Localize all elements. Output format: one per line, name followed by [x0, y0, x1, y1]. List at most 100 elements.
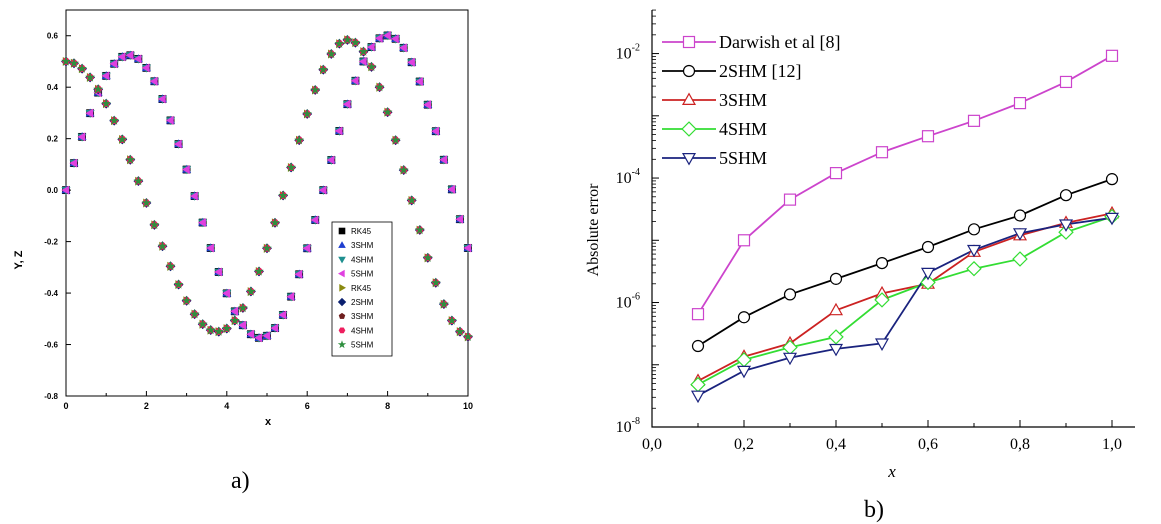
panel-a-legend-label: 5SHM	[351, 341, 374, 350]
panel-a-x-tick-label: 8	[385, 401, 390, 411]
panel-a-data-point	[61, 56, 71, 66]
panel-b-legend-label: 2SHM [12]	[719, 61, 802, 81]
panel-b-series-line	[697, 216, 1113, 397]
panel-a-data-point	[69, 158, 78, 168]
panel-a-data-point	[294, 269, 303, 279]
panel-a-y-tick-label: 0.0	[47, 186, 59, 195]
panel-a-data-point	[69, 58, 79, 68]
panel-b-data-point	[1012, 228, 1028, 241]
panel-b-series-lines	[697, 55, 1113, 397]
panel-a-y-tick-label: 0.6	[47, 32, 59, 41]
panel-a-data-point	[350, 76, 359, 86]
panel-b-data-point	[690, 376, 706, 393]
panel-a-data-point	[398, 164, 409, 175]
panel-a-legend-marker	[337, 340, 347, 349]
panel-a-y-tick-label: -0.6	[44, 341, 58, 350]
panel-a-legend-marker	[338, 312, 346, 319]
panel-a-y-tick-label: -0.2	[44, 238, 58, 247]
panel-a-data-point	[455, 326, 465, 336]
panel-b-data-point	[691, 339, 705, 353]
panel-b-data-point	[1012, 251, 1028, 267]
panel-a-data-point	[157, 94, 166, 104]
panel-b-data-point	[966, 244, 982, 258]
panel-b-series-line	[697, 55, 1113, 315]
panel-b-data-point	[829, 167, 843, 180]
panel-a-data-point	[165, 115, 174, 125]
panel-a-data-point	[181, 165, 190, 175]
panel-b-markers	[690, 49, 1120, 404]
panel-a-data-point	[109, 115, 120, 125]
panel-a-x-tick-label: 2	[144, 401, 149, 411]
panel-a-y-axis-label: Y, Z	[13, 250, 25, 269]
panel-a-data-point	[93, 84, 103, 94]
panel-b-x-tick-label: 0,0	[642, 436, 662, 453]
panel-a-data-point	[447, 184, 456, 194]
panel-b-y-axis-label: Absolute error	[585, 183, 602, 277]
panel-b-legend-marker	[681, 92, 697, 106]
panel-a-data-point	[310, 215, 319, 225]
panel-a-data-point	[463, 243, 472, 253]
panel-a-legend-marker	[337, 297, 347, 307]
panel-a-data-point	[85, 108, 94, 118]
panel-a-data-point	[205, 243, 214, 253]
panel-a-data-point	[117, 52, 126, 62]
panel-a-y-tick-label: -0.8	[44, 392, 58, 401]
panel-b-label: b)	[864, 497, 884, 523]
panel-b-data-point	[1105, 49, 1119, 62]
panel-a-legend-label: 3SHM	[351, 312, 374, 321]
panel-a-data-point	[270, 323, 279, 333]
panel-a-data-point	[262, 331, 271, 341]
panel-b-data-point	[1104, 212, 1120, 226]
panel-a-data-point	[213, 267, 222, 277]
panel-a-data-point	[463, 331, 473, 341]
panel-a-data-point	[439, 155, 448, 165]
panel-b-legend-label: Darwish et al [8]	[719, 32, 840, 52]
panel-b-x-tick-label: 0,4	[826, 436, 846, 453]
panel-b-data-point	[921, 240, 935, 254]
panel-a-data-point	[173, 139, 182, 149]
panel-a-data-point	[366, 42, 375, 52]
panel-a-data-point	[141, 198, 152, 208]
panel-b-data-point	[875, 146, 889, 159]
panel-b-data-point	[1013, 209, 1027, 222]
panel-a-legend-marker	[337, 269, 345, 278]
panel-a-data-point	[430, 277, 441, 287]
panel-a-data-point	[455, 214, 464, 224]
panel-a-data-point	[334, 126, 343, 136]
panel-a-data-point	[318, 64, 329, 74]
panel-b-data-point	[921, 130, 935, 143]
panel-b-legend-marker	[681, 153, 697, 166]
panel-b-data-point	[1058, 224, 1074, 240]
panel-b-series-line	[697, 178, 1113, 347]
panel-b-axes	[651, 9, 1135, 428]
panel-a-data-point	[189, 191, 198, 201]
panel-a-data-point	[254, 266, 264, 276]
panel-b-data-point	[1059, 189, 1073, 202]
panel-a-legend-label: 2SHM	[351, 298, 374, 307]
panel-b-x-tick-label: 0,2	[734, 436, 754, 453]
panel-b-data-point	[874, 292, 890, 308]
panel-a-label: a)	[231, 468, 250, 494]
panel-a-legend-label: 5SHM	[351, 270, 374, 279]
panel-a-data-point	[414, 224, 425, 235]
panel-a-y-tick-label: -0.4	[44, 289, 58, 298]
panel-a-x-axis-label: x	[265, 416, 272, 428]
panel-a-data-point	[447, 315, 457, 325]
panel-a-data-point	[61, 185, 70, 195]
panel-a-data-point	[262, 243, 272, 253]
panel-b-y-tick-label: 10-4	[616, 167, 640, 187]
panel-a-data-point	[278, 310, 287, 320]
panel-b-legend: Darwish et al [8] 2SHM [12] 3SHM 4SHM 5SHM	[662, 32, 840, 168]
panel-a-data-point	[101, 71, 110, 81]
panel-a-data-point	[157, 241, 168, 251]
panel-a-chart: 0 2 4 6 8 10 -0.8 -0.6 -0.4 -0.2 0.0 0.2 0.4 0.6 x Y,…	[13, 9, 473, 494]
panel-a-data-point	[294, 135, 305, 145]
panel-b-series-line	[697, 215, 1113, 386]
panel-a-legend-marker	[338, 327, 346, 334]
panel-a-data-point	[358, 46, 369, 56]
panel-a-data-point	[342, 34, 353, 44]
panel-b-y-tick-label: 10-8	[616, 416, 640, 436]
panel-a-data-point	[326, 48, 337, 59]
panel-a-x-tick-label: 4	[224, 401, 229, 411]
panel-a-x-tick-label: 0	[63, 401, 68, 411]
